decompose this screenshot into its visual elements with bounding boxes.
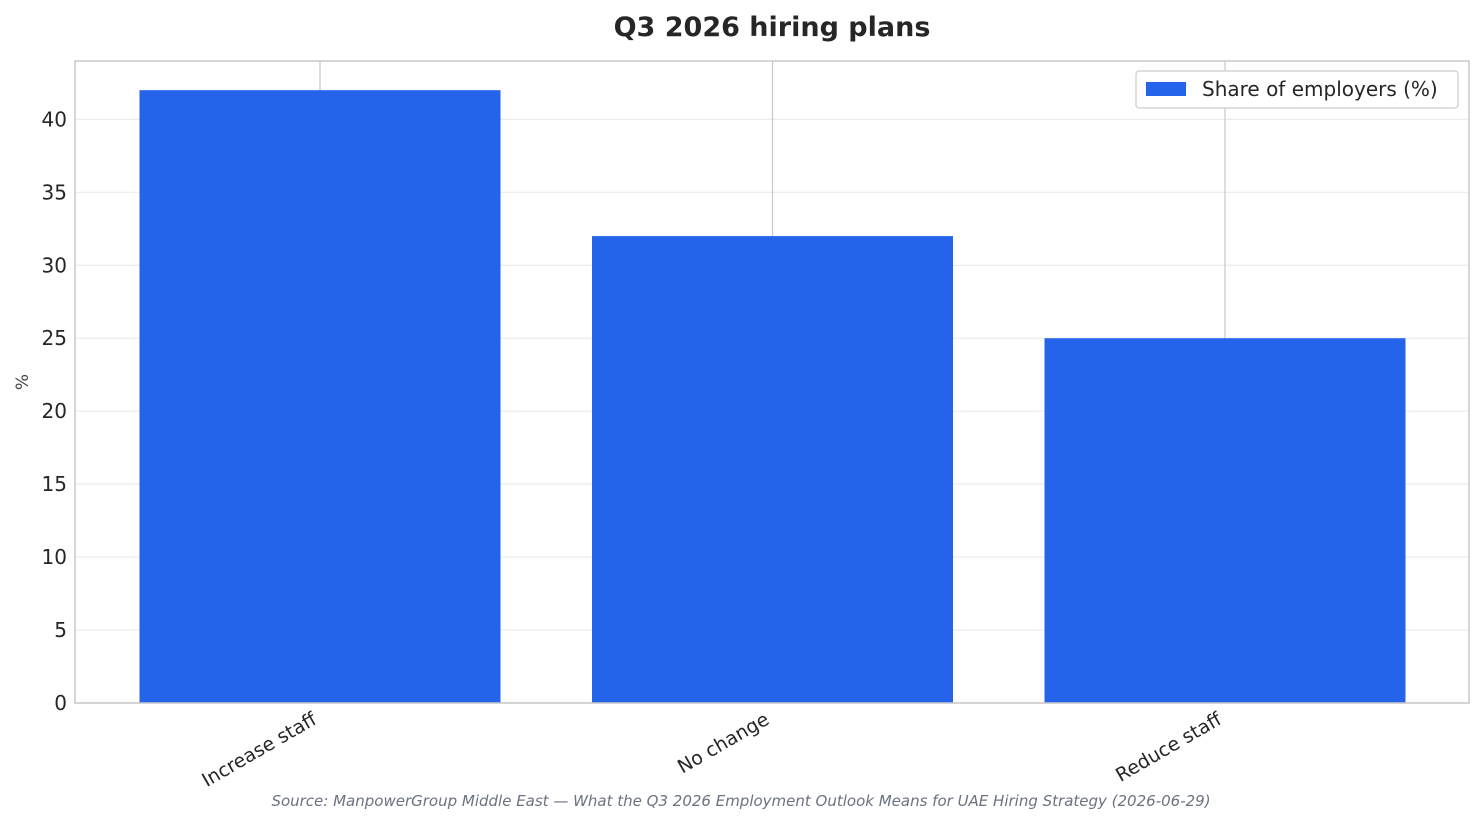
bars [139,90,1406,703]
y-axis-ticks: 0 5 10 15 20 25 30 35 40 [42,107,67,715]
y-tick-label: 30 [42,253,67,277]
x-tick-label: Increase staff [198,708,321,792]
x-tick-label: No change [674,708,773,778]
y-tick-label: 20 [42,399,67,423]
bar-increase-staff [139,90,501,703]
y-axis-label: % [13,374,33,390]
y-tick-label: 15 [42,472,67,496]
y-tick-label: 10 [42,545,67,569]
y-tick-label: 35 [42,180,67,204]
legend-box [1135,70,1459,109]
plot-frame [74,60,1470,704]
chart-title: Q3 2026 hiring plans [614,12,931,43]
y-tick-label: 40 [42,107,67,131]
bar-reduce-staff [1044,338,1406,703]
y-tick-label: 5 [54,618,67,642]
legend-swatch [1146,82,1186,96]
legend-entry: Share of employers (%) [1202,77,1438,101]
x-tick-label: Reduce staff [1112,708,1226,787]
y-tick-label: 25 [42,326,67,350]
x-axis-ticks: Increase staff No change Reduce staff [198,708,1226,792]
y-tick-label: 0 [54,691,67,715]
bar-no-change [592,236,953,703]
source-note: Source: ManpowerGroup Middle East — What… [271,792,1210,810]
legend: Share of employers (%) [1135,70,1459,109]
